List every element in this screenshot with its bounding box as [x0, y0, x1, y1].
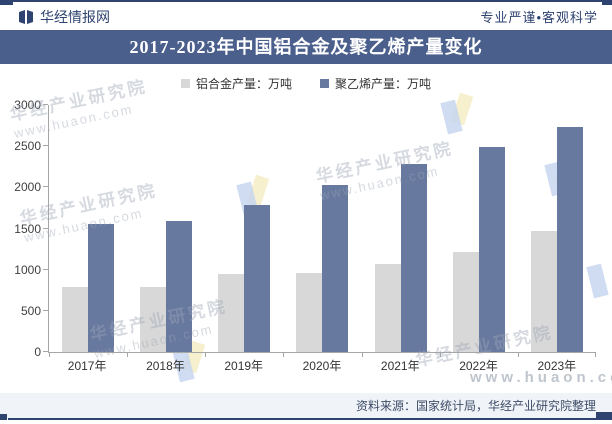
- x-axis-label: 2020年: [302, 359, 342, 373]
- bar-2020年-aluminum: [296, 273, 323, 352]
- bar-group-2018年: [127, 221, 205, 352]
- x-axis-tick: [283, 352, 285, 357]
- legend-swatch-polyethylene: [320, 78, 329, 88]
- bar-2022年-polyethylene: [478, 147, 505, 352]
- bar-group-2021年: [362, 164, 440, 352]
- y-axis-label: 3000: [14, 98, 41, 112]
- legend: 铝合金产量：万吨 聚乙烯产量：万吨: [0, 74, 612, 92]
- bar-group-2023年: [518, 127, 596, 352]
- x-axis-tick: [361, 352, 363, 357]
- y-axis-tick: [43, 104, 48, 105]
- site-slogan: 专业严谨•客观科学: [480, 10, 598, 25]
- top-border-block-left: [0, 0, 13, 5]
- y-axis-tick: [43, 268, 48, 270]
- bar-group-2019年: [205, 205, 283, 352]
- legend-item-aluminum: 铝合金产量：万吨: [180, 75, 292, 92]
- bar-2019年-polyethylene: [244, 205, 271, 352]
- book-logo-icon: [18, 9, 34, 25]
- legend-label-aluminum: 铝合金产量：万吨: [195, 76, 292, 91]
- y-axis-label: 0: [34, 345, 41, 359]
- bar-2023年-polyethylene: [556, 127, 583, 352]
- x-axis-labels: 2017年 2018年 2019年 2020年 2021年 2022年 2023年: [48, 357, 596, 373]
- bar-2023年-aluminum: [530, 231, 557, 352]
- chart-title: 2017-2023年中国铝合金及聚乙烯产量变化: [0, 30, 612, 64]
- x-axis-tick: [205, 352, 207, 357]
- bar-2021年-polyethylene: [400, 164, 427, 352]
- bar-2018年-aluminum: [140, 287, 167, 352]
- x-axis-label: 2018年: [146, 359, 185, 373]
- x-axis-tick: [439, 352, 441, 357]
- legend-item-polyethylene: 聚乙烯产量：万吨: [320, 75, 431, 92]
- x-axis-tick: [517, 352, 519, 357]
- source-note: 资料来源：国家统计局，华经产业研究院整理: [355, 399, 596, 413]
- x-axis-label: 2022年: [459, 359, 498, 373]
- x-axis-label: 2017年: [67, 359, 107, 373]
- x-axis-tick: [49, 352, 50, 357]
- bar-2021年-aluminum: [374, 264, 401, 352]
- bar-2018年-polyethylene: [166, 221, 193, 352]
- bar-2022年-aluminum: [452, 252, 479, 352]
- site-logo-text: 华经情报网: [40, 8, 110, 25]
- y-axis-tick: [43, 227, 48, 229]
- footer-band: 资料来源：国家统计局，华经产业研究院整理: [0, 393, 612, 420]
- legend-swatch-aluminum: [180, 78, 190, 88]
- bar-2019年-aluminum: [218, 274, 245, 352]
- top-border-line: [0, 0, 612, 2]
- bar-2020年-polyethylene: [322, 185, 349, 352]
- bottom-border-block-left: [0, 414, 7, 420]
- bar-group-2022年: [440, 147, 518, 352]
- bar-groups: [49, 105, 596, 352]
- bar-group-2017年: [49, 224, 127, 352]
- y-axis-tick: [43, 309, 48, 311]
- x-axis-label: 2023年: [537, 359, 577, 373]
- top-border-block-right: [602, 0, 612, 5]
- plot-area: 0 500 1000 1500 2000 2500 3000: [14, 98, 596, 359]
- site-logo: 华经情报网: [18, 7, 110, 27]
- bar-2017年-aluminum: [62, 287, 89, 352]
- bar-group-2020年: [283, 185, 361, 352]
- y-axis-label: 500: [20, 303, 41, 318]
- y-axis-label: 1000: [14, 262, 41, 277]
- x-axis-label: 2019年: [224, 359, 264, 373]
- legend-label-polyethylene: 聚乙烯产量：万吨: [335, 76, 432, 91]
- y-axis-label: 2500: [14, 139, 41, 154]
- y-axis-tick: [43, 351, 48, 352]
- bar-2017年-polyethylene: [88, 224, 115, 352]
- y-axis-label: 2000: [14, 180, 41, 195]
- y-axis-tick: [43, 145, 48, 147]
- bottom-border-block-right: [596, 412, 612, 420]
- header: 华经情报网 专业严谨•客观科学: [0, 0, 612, 30]
- y-axis-tick: [43, 186, 48, 188]
- x-axis-tick: [595, 352, 596, 357]
- x-axis-tick: [127, 352, 129, 357]
- bottom-border-line: [8, 418, 598, 420]
- y-axis-label: 1500: [14, 221, 41, 236]
- x-axis-label: 2021年: [380, 359, 420, 373]
